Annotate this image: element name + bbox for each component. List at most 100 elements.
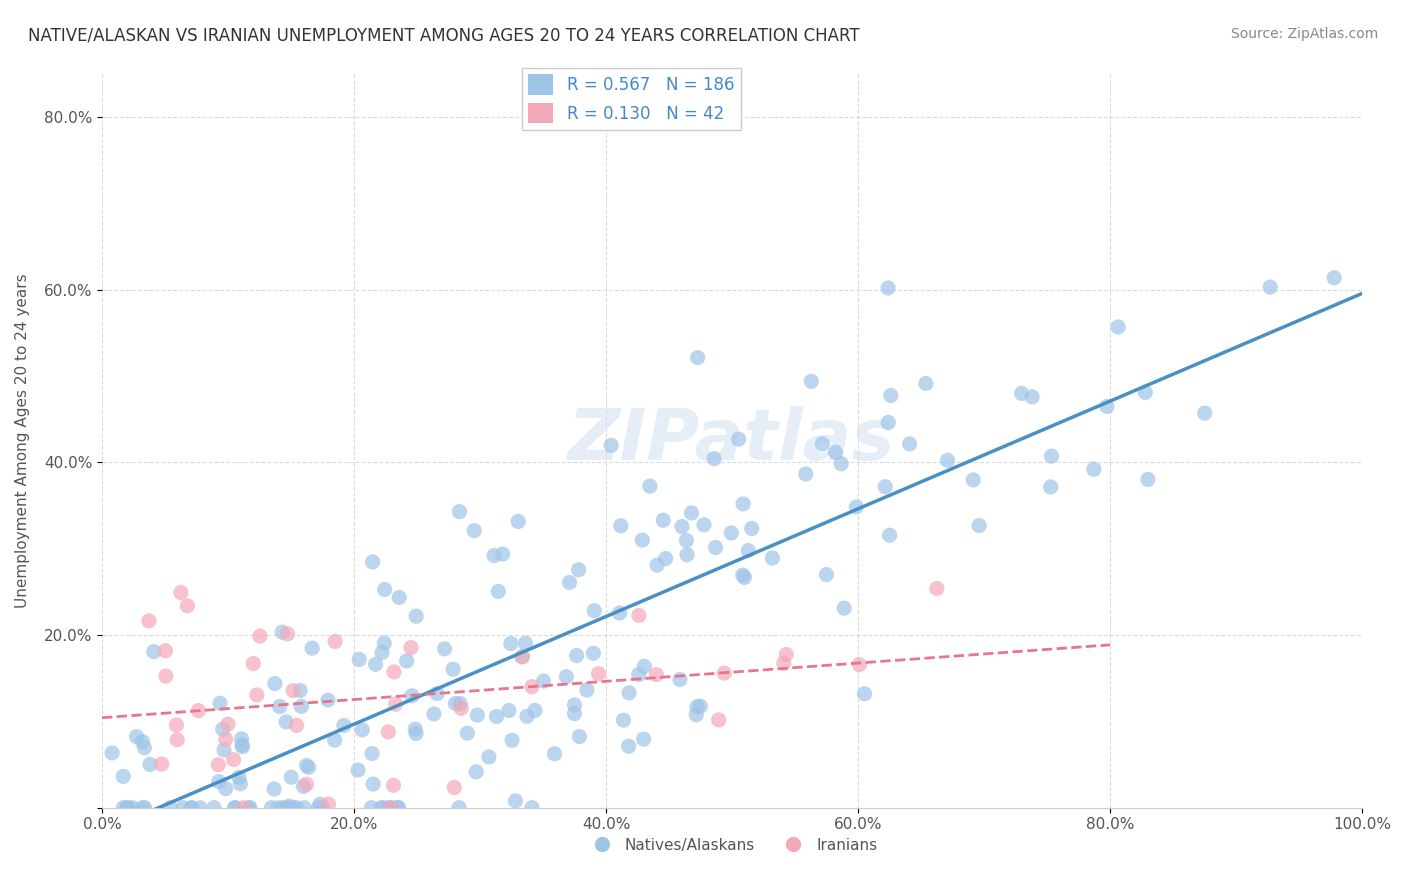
Point	[231, 731, 253, 746]
Point	[510, 649, 533, 664]
Point	[1258, 280, 1281, 294]
Point	[364, 657, 387, 672]
Point	[395, 654, 418, 668]
Point	[925, 582, 948, 596]
Point	[273, 800, 295, 814]
Point	[824, 445, 846, 459]
Point	[224, 800, 246, 814]
Point	[568, 730, 591, 744]
Point	[131, 734, 153, 748]
Point	[811, 437, 834, 451]
Point	[689, 699, 711, 714]
Point	[713, 666, 735, 681]
Point	[505, 794, 527, 808]
Point	[215, 781, 238, 796]
Point	[645, 667, 668, 681]
Point	[180, 800, 202, 814]
Point	[482, 549, 505, 563]
Point	[208, 774, 231, 789]
Point	[170, 585, 193, 599]
Point	[295, 758, 318, 772]
Point	[1011, 386, 1033, 401]
Point	[112, 769, 135, 783]
Point	[112, 800, 135, 814]
Point	[307, 800, 329, 814]
Point	[558, 575, 581, 590]
Point	[285, 800, 308, 814]
Point	[898, 437, 921, 451]
Point	[316, 693, 339, 707]
Point	[285, 718, 308, 732]
Point	[879, 528, 901, 542]
Point	[609, 606, 631, 620]
Point	[382, 665, 405, 679]
Point	[231, 738, 253, 752]
Point	[444, 697, 467, 711]
Point	[404, 722, 426, 736]
Point	[405, 609, 427, 624]
Point	[318, 797, 340, 811]
Point	[295, 777, 318, 791]
Point	[387, 800, 409, 814]
Point	[180, 800, 202, 814]
Point	[225, 800, 247, 814]
Point	[515, 636, 537, 650]
Point	[1039, 480, 1062, 494]
Point	[565, 648, 588, 663]
Point	[1040, 449, 1063, 463]
Point	[347, 763, 370, 777]
Point	[131, 800, 153, 814]
Point	[612, 713, 634, 727]
Text: NATIVE/ALASKAN VS IRANIAN UNEMPLOYMENT AMONG AGES 20 TO 24 YEARS CORRELATION CHA: NATIVE/ALASKAN VS IRANIAN UNEMPLOYMENT A…	[28, 27, 859, 45]
Point	[877, 281, 900, 295]
Point	[212, 743, 235, 757]
Point	[501, 733, 523, 747]
Point	[830, 457, 852, 471]
Point	[877, 416, 900, 430]
Point	[686, 351, 709, 365]
Point	[600, 438, 623, 452]
Point	[384, 698, 406, 712]
Point	[117, 800, 139, 814]
Point	[1021, 390, 1043, 404]
Point	[703, 451, 725, 466]
Point	[360, 800, 382, 814]
Point	[486, 584, 509, 599]
Point	[962, 473, 984, 487]
Point	[246, 688, 269, 702]
Point	[387, 800, 409, 814]
Point	[312, 800, 335, 814]
Point	[685, 707, 707, 722]
Point	[686, 699, 709, 714]
Point	[654, 551, 676, 566]
Point	[159, 800, 181, 814]
Point	[669, 673, 692, 687]
Point	[115, 800, 138, 814]
Point	[323, 733, 346, 747]
Point	[520, 680, 543, 694]
Point	[188, 800, 211, 814]
Point	[1135, 385, 1157, 400]
Point	[352, 723, 374, 737]
Point	[134, 740, 156, 755]
Point	[449, 697, 471, 711]
Point	[361, 777, 384, 791]
Point	[292, 780, 315, 794]
Point	[249, 629, 271, 643]
Point	[269, 699, 291, 714]
Point	[491, 547, 513, 561]
Point	[239, 800, 262, 814]
Point	[512, 649, 534, 664]
Point	[382, 778, 405, 792]
Point	[229, 777, 252, 791]
Text: ZIPatlas: ZIPatlas	[568, 406, 896, 475]
Point	[187, 704, 209, 718]
Point	[583, 604, 606, 618]
Point	[832, 601, 855, 615]
Point	[370, 800, 392, 814]
Point	[523, 703, 546, 717]
Point	[260, 800, 283, 814]
Point	[794, 467, 817, 481]
Point	[281, 683, 304, 698]
Y-axis label: Unemployment Among Ages 20 to 24 years: Unemployment Among Ages 20 to 24 years	[15, 274, 30, 608]
